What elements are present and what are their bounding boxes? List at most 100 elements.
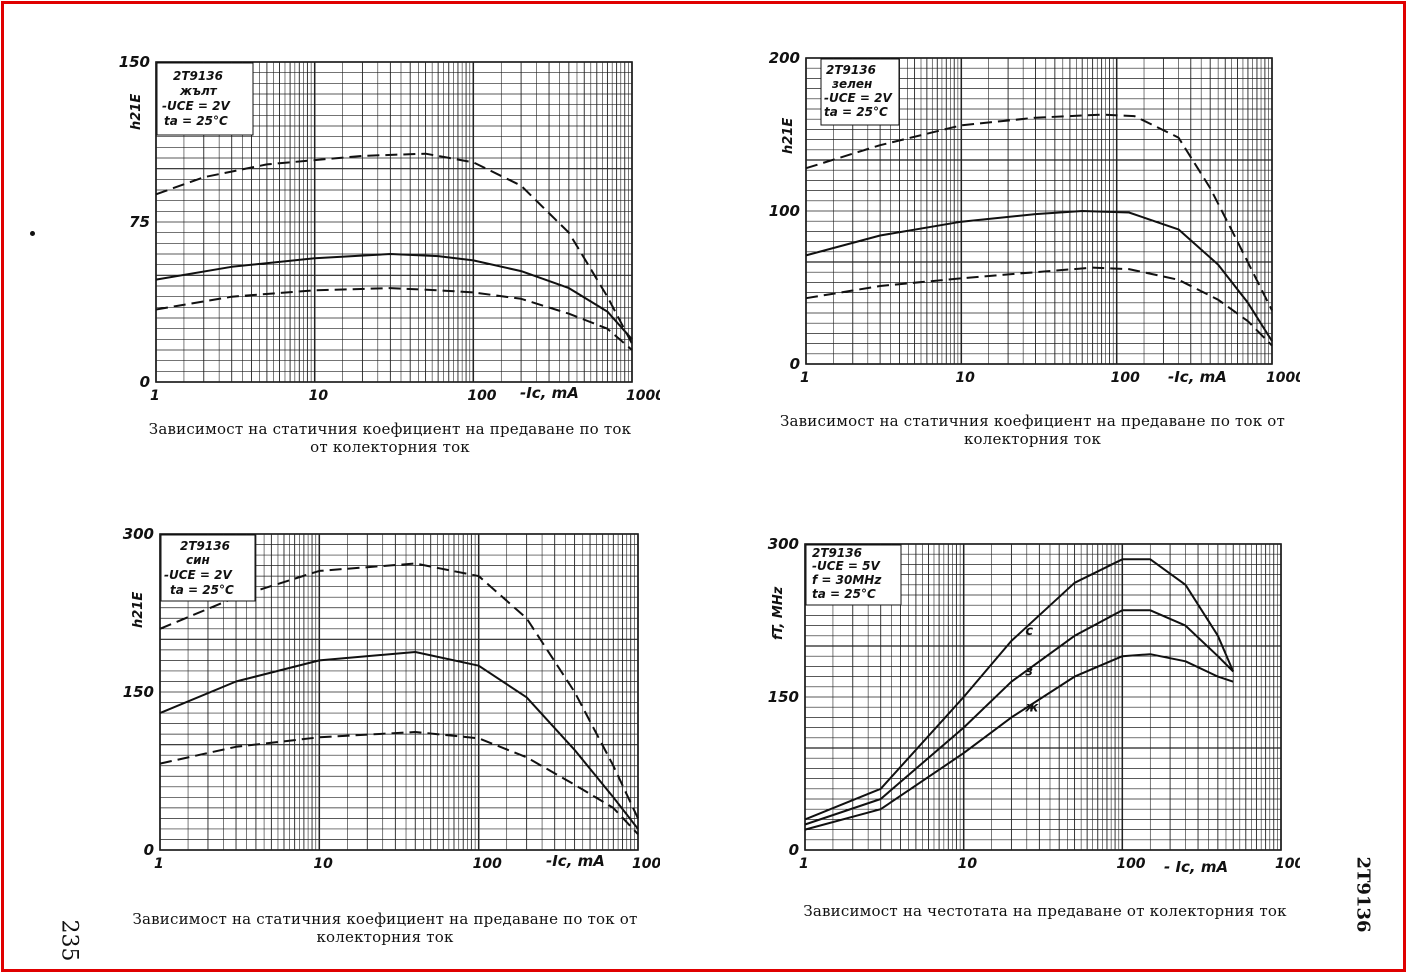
tag-line: 2T9136 (812, 546, 862, 560)
tag-line: -UCE = 2V (824, 91, 893, 105)
tag-line: -UCE = 2V (164, 568, 233, 582)
y-tick-label: 300 (768, 535, 799, 553)
parameter-box: 2T9136 -UCE = 5V f = 30MHz ta = 25°C (805, 544, 902, 606)
x-tick-label: 100 (473, 856, 502, 872)
x-axis-unit: -Ic, mA (520, 384, 579, 402)
y-axis-label: h21E (131, 592, 146, 628)
parameter-box: 2T9136 жълт -UCE = 2V ta = 25°C (156, 62, 254, 136)
x-tick-label: 10 (958, 856, 978, 872)
series-line-3 (155, 287, 633, 351)
series-line-2 (805, 210, 1273, 342)
x-tick-label: 100 (1116, 856, 1145, 872)
series-line-2 (804, 609, 1234, 826)
x-tick-label: 100 (1111, 370, 1140, 386)
y-tick-label: 300 (123, 525, 154, 543)
caption-line: Зависимост на статичния коефициент на пр… (779, 412, 1286, 430)
side-code: 2T9136 (1352, 856, 1374, 933)
x-tick-label: 1 (799, 856, 809, 872)
caption-chart-3: Зависимост на статичния коефициент на пр… (110, 910, 660, 946)
y-tick-label: 150 (768, 688, 799, 706)
chart-grid (155, 61, 633, 383)
tag-line: 2T9136 (826, 63, 876, 77)
series-line-3 (804, 653, 1234, 831)
y-axis-label: h21E (781, 118, 796, 154)
y-tick-label: 0 (790, 355, 800, 373)
tag-line: ta = 25°C (170, 583, 234, 597)
y-tick-label: 150 (119, 53, 150, 71)
x-axis-unit: - Ic, mA (1164, 858, 1228, 876)
x-tick-label: 10 (309, 388, 329, 404)
series-layer (155, 152, 633, 351)
series-line-3 (159, 731, 639, 835)
caption-line: колекторния ток (963, 430, 1102, 448)
tag-line: син (186, 553, 210, 567)
caption-line: Зависимост на честотата на предаване от … (803, 902, 1287, 920)
tag-line: ta = 25°C (164, 114, 228, 128)
series-layer (159, 562, 639, 835)
parameter-box: 2T9136 зелен -UCE = 2V ta = 25°C (820, 58, 900, 126)
tag-line: ta = 25°C (824, 105, 888, 119)
caption-line: колекторния ток (316, 928, 454, 946)
series-line-2 (159, 651, 639, 830)
y-tick-label: 100 (769, 202, 800, 220)
chart-grid (159, 533, 639, 851)
y-tick-label: 0 (144, 841, 154, 859)
x-tick-label: 10 (313, 856, 333, 872)
series-line-2 (155, 253, 633, 340)
y-tick-label: 0 (789, 841, 799, 859)
ink-dot (30, 231, 35, 236)
series-line-1 (159, 562, 639, 819)
x-tick-label: 1 (150, 388, 160, 404)
series-line-3 (805, 266, 1273, 347)
y-axis-label: fT, MHz (771, 586, 786, 640)
x-tick-label: 100 (467, 388, 496, 404)
tag-line: 2T9136 (180, 539, 230, 553)
parameter-box: 2T9136 син -UCE = 2V ta = 25°C (160, 534, 256, 602)
series-label: з (1024, 665, 1033, 680)
y-axis-label: h21E (129, 94, 144, 130)
series-line-1 (804, 558, 1235, 821)
caption-line: от колекторния ток (310, 438, 470, 456)
tag-line: жълт (179, 84, 218, 98)
tag-line: 2T9136 (173, 69, 223, 83)
series-layer (805, 113, 1273, 347)
caption-line: Зависимост на статичния коефициент на пр… (132, 910, 638, 928)
series-layer: с з ж (804, 558, 1235, 831)
tag-line: ta = 25°C (812, 587, 876, 601)
y-tick-label: 0 (140, 373, 150, 391)
x-axis-unit: -Ic, mA (1168, 368, 1227, 386)
tag-line: зелен (831, 77, 872, 91)
x-tick-label: 1 (800, 370, 810, 386)
x-tick-label: 10 (955, 370, 975, 386)
series-label: с (1025, 624, 1033, 639)
caption-chart-2: Зависимост на статичния коефициент на пр… (760, 412, 1305, 448)
y-tick-label: 75 (129, 213, 150, 231)
tag-line: f = 30MHz (812, 573, 882, 587)
caption-line: Зависимост на статичния коефициент на пр… (148, 420, 632, 438)
x-tick-label: 1 (154, 856, 164, 872)
y-tick-label: 150 (123, 683, 154, 701)
x-axis-unit: -Ic, mA (546, 852, 605, 870)
page-number: 235 (56, 919, 82, 962)
caption-chart-1: Зависимост на статичния коефициент на пр… (110, 420, 670, 456)
tag-line: -UCE = 2V (162, 99, 231, 113)
caption-chart-4: Зависимост на честотата на предаване от … (760, 902, 1330, 920)
series-label: ж (1024, 700, 1039, 715)
series-line-1 (155, 152, 633, 345)
